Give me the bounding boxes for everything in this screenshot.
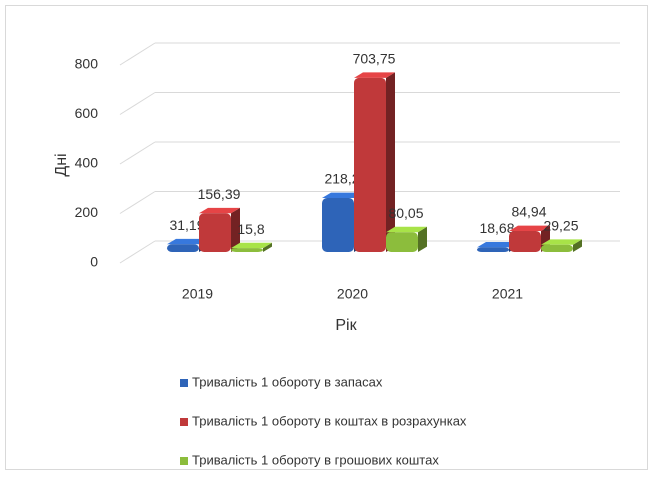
y-tick-label: 800 [75,56,99,72]
bar-top [167,238,208,245]
bar-side [386,72,395,252]
y-tick-label: 600 [75,105,99,121]
bar-top [199,207,240,214]
bar-top [509,225,550,231]
bar [322,197,354,252]
bar-top [354,72,395,78]
legend-swatch [180,418,188,426]
legend-label: Тривалість 1 обороту в запасах [192,374,383,389]
bar [477,247,509,252]
bar-top [231,242,272,249]
bar [199,213,231,252]
bar-top [477,241,518,248]
x-tick-label: 2020 [337,286,368,302]
data-label: 31,19 [169,217,204,233]
y-tick-label: 0 [90,254,98,270]
bar-top [322,192,363,198]
grid-line-side [119,141,156,165]
legend-swatch [180,379,188,387]
data-label: 84,94 [511,204,546,220]
data-label: 703,75 [353,51,396,67]
data-label: 29,25 [543,217,578,233]
legend-label: Тривалість 1 обороту в коштах в розрахун… [192,413,467,428]
bar [354,77,386,253]
data-label: 156,39 [198,186,241,202]
x-tick-label: 2021 [492,286,523,302]
data-label: 18,68 [479,220,514,236]
bar-top [541,239,582,245]
bar-top [386,226,427,233]
y-tick-label: 400 [75,155,99,171]
bar [167,244,199,252]
bar [386,232,418,252]
x-axis-label: Рік [335,317,357,334]
bar [509,230,541,252]
data-label: 15,8 [237,221,264,237]
bar [541,244,573,252]
grid-line-side [119,240,156,264]
legend: Тривалість 1 обороту в запасах Тривалість… [180,374,467,467]
y-axis-label: Дні [53,153,70,176]
legend-label: Тривалість 1 обороту в грошових коштах [192,452,439,467]
data-label: 218,2 [324,171,359,187]
y-tick-label: 200 [75,204,99,220]
bar [231,248,263,252]
legend-swatch [180,457,188,465]
grid-line-side [119,191,156,214]
bar-side [231,207,240,252]
data-label: 80,05 [388,205,423,221]
bar-side [573,239,582,252]
bar-side [263,242,272,252]
grid-line-side [119,92,156,115]
x-tick-label: 2019 [182,286,213,302]
bar-side [418,226,427,252]
grid-line-side [119,42,156,66]
